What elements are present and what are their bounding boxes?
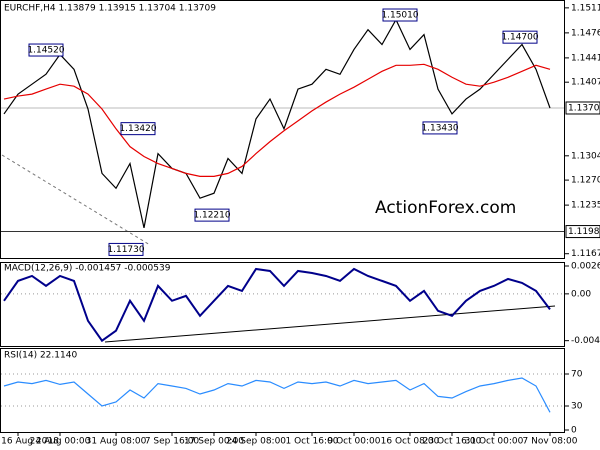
y-tick-label: 1.11670: [571, 249, 600, 259]
series-line: [3, 377, 551, 413]
level-label: 1.11980: [568, 227, 600, 237]
annotation-box: [502, 30, 538, 44]
y-tick-label: 1.15110: [571, 3, 600, 13]
annotation-label: 1.12210: [193, 211, 230, 221]
y-tick-label: 1.13040: [571, 151, 600, 161]
annotation-box: [120, 122, 156, 136]
annotation-label: 1.14520: [27, 46, 64, 56]
x-tick-label: 17 Sep 00:00: [184, 437, 244, 447]
y-tick-label: 70: [571, 370, 583, 380]
chart-title: EURCHF,H4 1.13879 1.13915 1.13704 1.1370…: [4, 4, 216, 14]
series-line: [3, 18, 551, 229]
x-tick-label: 16 Aug 2018: [1, 437, 59, 447]
x-tick-label: 7 Nov 08:00: [523, 437, 578, 447]
annotation-label: 1.11730: [107, 245, 144, 255]
y-tick-label: -0.004398: [571, 336, 600, 346]
x-tick-label: 31 Oct 00:00: [465, 437, 524, 447]
y-tick-label: 1.14070: [571, 78, 600, 88]
watermark: ActionForex.com: [375, 198, 516, 218]
y-tick-label: 0: [571, 426, 577, 436]
x-tick-label: 1 Oct 16:00: [286, 437, 339, 447]
current-label: 1.13709: [568, 103, 600, 113]
y-tick-label: 0.00: [571, 289, 591, 299]
series-line: [3, 267, 551, 343]
x-tick-label: 7 Sep 16:00: [145, 437, 200, 447]
annotation-box: [108, 242, 144, 256]
series-line: [3, 63, 551, 177]
level-box: [565, 225, 600, 239]
x-tick-label: 9 Oct 00:00: [328, 437, 381, 447]
x-tick-label: 24 Aug 00:00: [30, 437, 91, 447]
macd-frame: [0, 262, 565, 347]
x-tick-label: 16 Oct 08:00: [381, 437, 440, 447]
annotation-label: 1.13430: [421, 123, 458, 133]
x-tick-label: 23 Oct 16:00: [423, 437, 482, 447]
rsi-frame: [0, 348, 565, 433]
y-tick-label: 30: [571, 402, 583, 412]
annotation-box: [382, 8, 418, 22]
y-tick-label: 1.12350: [571, 201, 600, 211]
macd-trend-line: [104, 305, 556, 343]
annotation-box: [194, 208, 230, 222]
x-tick-label: 24 Sep 08:00: [226, 437, 286, 447]
x-tick-label: 31 Aug 08:00: [86, 437, 147, 447]
annotation-label: 1.14700: [501, 33, 538, 43]
y-tick-label: 0.002619: [571, 261, 600, 271]
annotation-label: 1.13420: [119, 124, 156, 134]
y-tick-label: 1.12700: [571, 176, 600, 186]
y-tick-label: 1.14410: [571, 53, 600, 63]
annotation-box: [28, 43, 64, 57]
macd-title: MACD(12,26,9) -0.001457 -0.000539: [4, 264, 171, 274]
price-frame: [0, 0, 565, 259]
y-tick-label: 1.14760: [571, 28, 600, 38]
rsi-title: RSI(14) 22.1140: [4, 351, 77, 361]
annotation-box: [422, 121, 458, 135]
trend-line: [1, 154, 151, 246]
current-box: [565, 101, 600, 115]
annotation-label: 1.15010: [381, 11, 418, 21]
